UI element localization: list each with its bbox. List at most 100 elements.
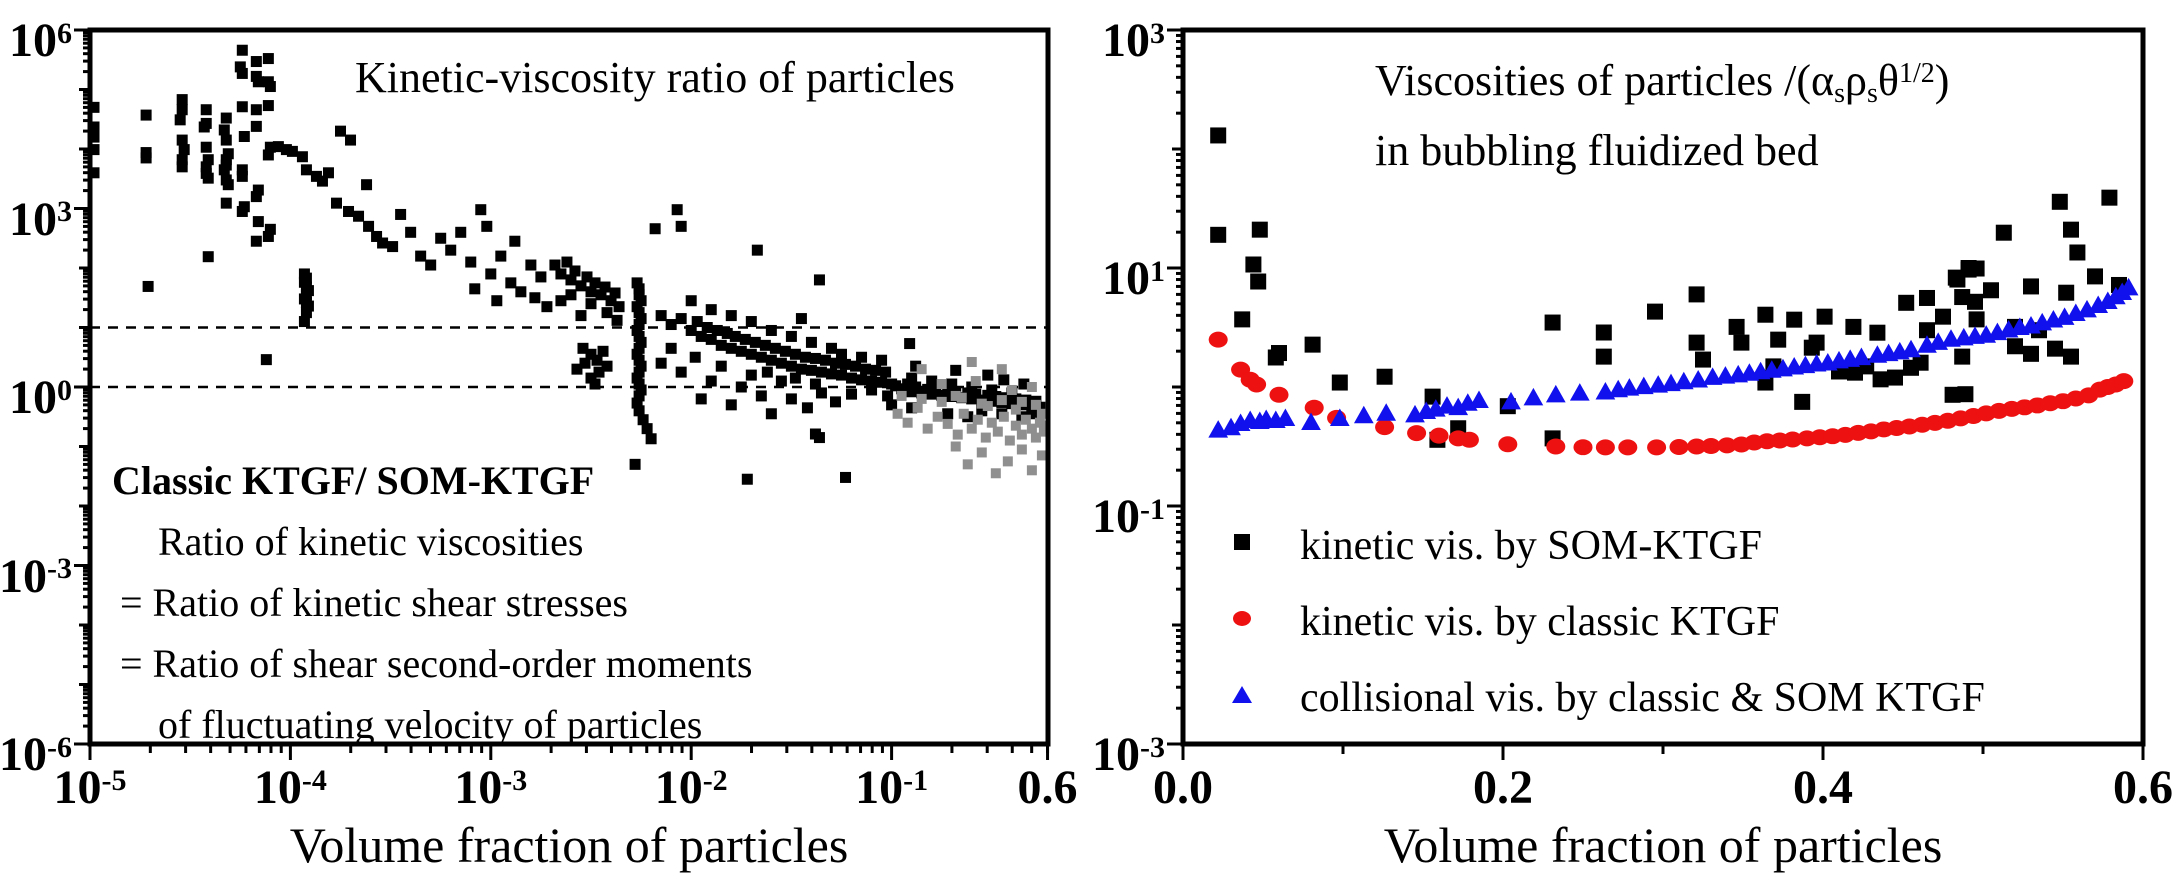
scatter-point: [1407, 425, 1427, 442]
scatter-point: [882, 390, 894, 402]
scatter-point: [555, 268, 567, 280]
scatter-point: [264, 223, 276, 235]
scatter-point: [1459, 431, 1479, 448]
scatter-point: [1006, 384, 1017, 395]
scatter-point: [998, 374, 1010, 386]
scatter-point: [825, 342, 837, 354]
scatter-point: [1376, 403, 1397, 421]
scatter-point: [1903, 359, 1919, 376]
scatter-point: [298, 316, 310, 328]
scatter-point: [705, 333, 717, 345]
scatter-point: [936, 379, 947, 390]
scatter-point: [176, 104, 188, 116]
scatter-point: [220, 112, 232, 124]
scatter-point: [316, 175, 328, 187]
scatter-point: [926, 375, 938, 387]
scatter-point: [665, 342, 677, 354]
scatter-point: [902, 417, 913, 428]
scatter-point: [815, 387, 827, 399]
scatter-point: [525, 259, 537, 271]
scatter-point: [825, 368, 837, 380]
scatter-point: [629, 458, 641, 470]
scatter-point: [1786, 311, 1803, 328]
scatter-point: [176, 94, 188, 106]
scatter-point: [1036, 408, 1047, 419]
scatter-point: [236, 164, 248, 176]
scatter-point: [635, 295, 647, 307]
scatter-point: [1010, 420, 1021, 431]
scatter-point: [635, 313, 647, 325]
scatter-point: [962, 459, 973, 470]
scatter-point: [655, 357, 667, 369]
scatter-point: [425, 259, 437, 271]
scatter-point: [745, 316, 757, 328]
scatter-point: [846, 372, 858, 384]
scatter-point: [611, 314, 623, 326]
scatter-point: [675, 313, 687, 325]
scatter-point: [946, 378, 958, 390]
scatter-point: [264, 141, 276, 153]
scatter-point: [260, 354, 272, 366]
scatter-point: [1733, 334, 1750, 351]
scatter-point: [2023, 345, 2039, 362]
scatter-point: [1954, 348, 1971, 365]
scatter-point: [595, 289, 607, 301]
scatter-point: [2101, 189, 2118, 206]
scatter-point: [262, 230, 274, 242]
scatter-point: [218, 124, 230, 136]
scatter-point: [591, 354, 603, 366]
scatter-point: [992, 426, 1003, 437]
scatter-point: [745, 369, 757, 381]
scatter-point: [819, 354, 831, 366]
scatter-point: [809, 428, 821, 440]
scatter-point: [998, 411, 1009, 422]
scatter-point: [779, 345, 791, 357]
scatter-point: [589, 277, 601, 289]
scatter-point: [930, 382, 942, 394]
scatter-point: [1501, 391, 1521, 410]
scatter-point: [1010, 393, 1022, 405]
scatter-point: [936, 389, 948, 401]
scatter-point: [649, 223, 661, 235]
scatter-point: [1245, 256, 1262, 273]
scatter-point: [1042, 420, 1048, 431]
scatter-point: [1267, 349, 1284, 366]
scatter-point: [415, 250, 427, 262]
scatter-point: [1954, 289, 1971, 306]
scatter-point: [262, 53, 274, 65]
scatter-point: [721, 327, 733, 339]
scatter-point: [685, 324, 697, 336]
scatter-point: [455, 226, 467, 238]
scatter-point: [405, 226, 417, 238]
scatter-point: [1250, 273, 1267, 290]
scatter-point: [695, 393, 707, 405]
scatter-point: [575, 310, 587, 322]
scatter-point: [491, 295, 503, 307]
scatter-point: [529, 292, 541, 304]
scatter-point: [1595, 439, 1615, 456]
scatter-point: [1275, 408, 1296, 427]
scatter-point: [1717, 437, 1737, 454]
scatter-point: [2077, 299, 2097, 318]
scatter-point: [569, 265, 581, 277]
scatter-point: [1957, 386, 1974, 403]
scatter-point: [1210, 127, 1227, 144]
scatter-point: [631, 301, 643, 313]
scatter-point: [585, 286, 597, 298]
scatter-point: [1688, 334, 1705, 351]
scatter-point: [775, 357, 787, 369]
scatter-point: [1210, 226, 1227, 243]
scatter-point: [829, 357, 841, 369]
scatter-point: [1026, 465, 1037, 476]
scatter-point: [785, 360, 797, 372]
scatter-point: [936, 396, 947, 407]
scatter-point: [942, 385, 954, 397]
scatter-point: [765, 354, 777, 366]
scatter-point: [300, 164, 312, 176]
scatter-point: [976, 405, 988, 417]
scatter-point: [876, 354, 888, 366]
scatter-point: [593, 366, 605, 378]
scatter-point: [631, 277, 643, 289]
scatter-point: [302, 300, 314, 312]
scatter-point: [765, 408, 777, 420]
